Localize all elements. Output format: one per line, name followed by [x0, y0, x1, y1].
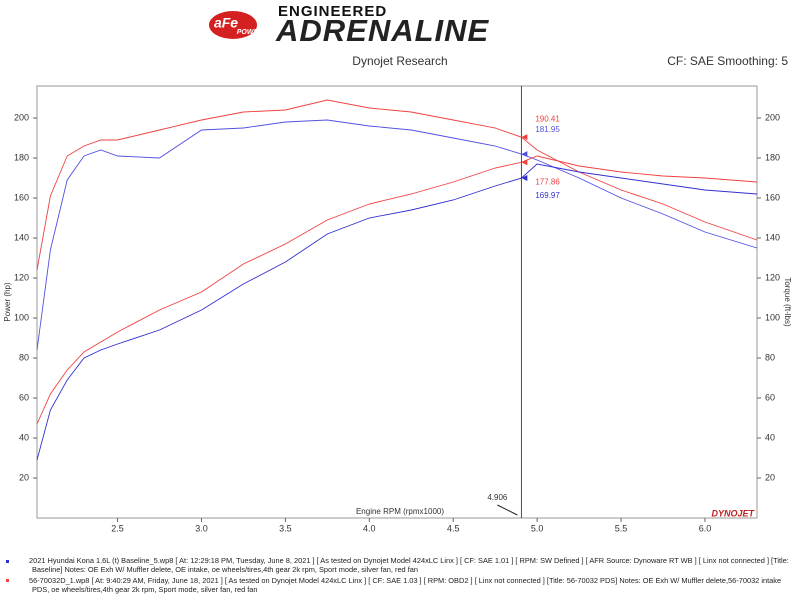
y-tick-label: 120	[14, 272, 29, 282]
y-tick-label: 40	[19, 432, 29, 442]
y2-tick-label: 80	[765, 352, 775, 362]
chart-subtitle: CF: SAE Smoothing: 5	[667, 54, 788, 68]
y-tick-label: 80	[19, 352, 29, 362]
y2-axis-label: Torque (ft-lbs)	[783, 277, 792, 327]
y-tick-label: 180	[14, 152, 29, 162]
value-label: 169.97	[535, 191, 560, 200]
y2-tick-label: 140	[765, 232, 780, 242]
y2-tick-label: 20	[765, 472, 775, 482]
series-line	[36, 99, 758, 271]
logo-line2: ADRENALINE	[275, 13, 490, 48]
note-marker	[6, 579, 9, 583]
y2-tick-label: 160	[765, 192, 780, 202]
watermark: DYNOJET	[711, 508, 755, 518]
cursor-marker	[521, 159, 528, 166]
x-tick-label: 6.0	[699, 523, 712, 533]
cursor-label: 4.906	[487, 493, 508, 502]
x-tick-label: 5.0	[531, 523, 544, 533]
notes: 2021 Hyundai Kona 1.6L (t) Baseline_5.wp…	[4, 556, 796, 596]
y-tick-label: 20	[19, 472, 29, 482]
cursor-marker	[521, 175, 528, 182]
note: 2021 Hyundai Kona 1.6L (t) Baseline_5.wp…	[4, 556, 796, 575]
plot-area	[36, 85, 758, 519]
value-label: 181.95	[535, 125, 560, 134]
x-tick-label: 4.5	[447, 523, 460, 533]
x-tick-label: 3.0	[195, 523, 208, 533]
x-tick-label: 3.5	[279, 523, 292, 533]
y2-tick-label: 40	[765, 432, 775, 442]
y2-tick-label: 120	[765, 272, 780, 282]
logo-badge	[209, 11, 257, 39]
cursor-marker	[521, 151, 528, 158]
logo-line1: ENGINEERED	[278, 3, 387, 20]
x-axis-label: Engine RPM (rpmx1000)	[356, 507, 444, 516]
series-line	[36, 163, 758, 461]
y-tick-label: 140	[14, 232, 29, 242]
chart-title: Dynojet Research	[352, 54, 447, 68]
logo-brand: aFe	[214, 15, 238, 31]
logo-sub: POWER	[237, 29, 263, 36]
y-tick-label: 200	[14, 112, 29, 122]
cursor-marker	[521, 134, 528, 141]
y2-tick-label: 60	[765, 392, 775, 402]
series-line	[36, 119, 758, 351]
y2-tick-label: 100	[765, 312, 780, 322]
value-label: 177.86	[535, 177, 560, 186]
note: 56-70032D_1.wp8 [ At: 9:40:29 AM, Friday…	[4, 576, 796, 595]
y-tick-label: 60	[19, 392, 29, 402]
note-marker	[6, 559, 9, 563]
y-tick-label: 100	[14, 312, 29, 322]
note-text: 2021 Hyundai Kona 1.6L (t) Baseline_5.wp…	[29, 556, 789, 575]
x-tick-label: 4.0	[363, 523, 376, 533]
note-text: 56-70032D_1.wp8 [ At: 9:40:29 AM, Friday…	[29, 575, 782, 595]
series-line	[36, 155, 758, 425]
x-tick-label: 2.5	[111, 523, 124, 533]
chart: aFe POWER ENGINEERED ADRENALINE Dynojet …	[3, 3, 792, 533]
cursor-arrow	[497, 504, 518, 516]
y-axis-label: Power (hp)	[3, 282, 12, 321]
y2-tick-label: 180	[765, 152, 780, 162]
x-tick-label: 5.5	[615, 523, 628, 533]
y2-tick-label: 200	[765, 112, 780, 122]
value-label: 190.41	[535, 114, 560, 123]
y-tick-label: 160	[14, 192, 29, 202]
